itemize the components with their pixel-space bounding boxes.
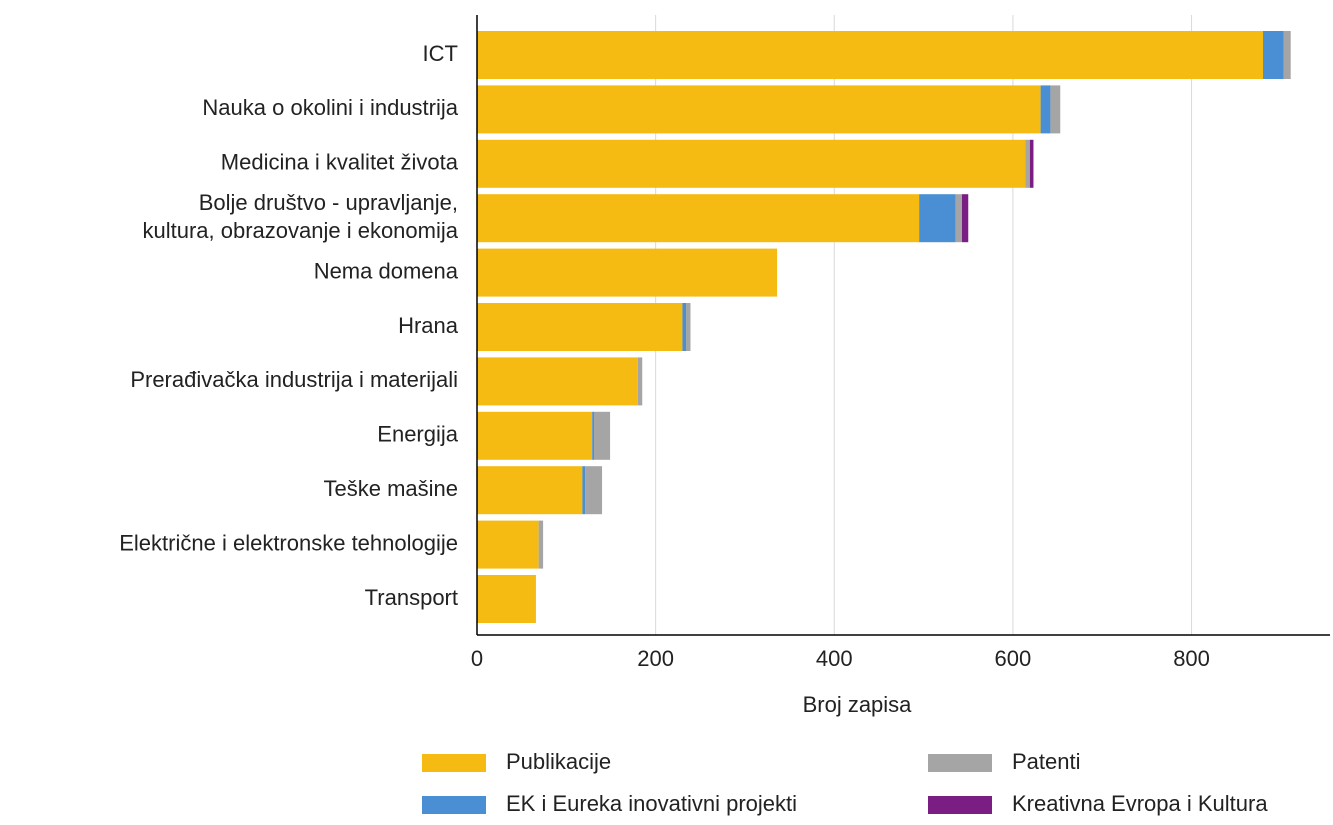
x-tick-label: 200 [637,646,674,671]
y-tick-label: Prerađivačka industrija i materijali [130,367,458,392]
bar-segment [1025,139,1030,188]
legend-swatch [928,796,992,814]
bar-segment [477,357,638,406]
bar-segment [582,466,586,515]
bar-segment [477,194,920,243]
y-tick-label: Hrana [398,313,459,338]
legend-label: Kreativna Evropa i Kultura [1012,791,1268,816]
x-axis-label: Broj zapisa [803,692,913,717]
bar-segment [477,248,778,297]
bar-segment [477,85,1041,134]
bar-segment [477,31,1264,79]
bar-segment [477,575,536,623]
bar-segment [962,194,969,243]
bar-segment [637,357,643,406]
bar-segment [592,411,595,460]
bar-segment [955,194,963,243]
y-tick-label: Energija [377,422,458,447]
bar-segment [585,466,603,515]
legend-label: EK i Eureka inovativni projekti [506,791,797,816]
bar-segment [477,411,593,460]
legend-swatch [422,754,486,772]
legend-swatch [422,796,486,814]
bar-segment [477,466,583,515]
y-tick-label: Medicina i kvalitet života [221,150,459,175]
x-tick-label: 0 [471,646,483,671]
y-tick-label: ICT [423,41,458,66]
y-tick-label: Nauka o okolini i industrija [202,95,458,120]
legend-label: Publikacije [506,749,611,774]
bar-segment [686,303,691,351]
bar-segment [1050,85,1061,134]
y-tick-label: Bolje društvo - upravljanje, kultura, obr… [142,190,458,243]
bar-segment [1040,85,1051,134]
x-tick-label: 400 [816,646,853,671]
bar-segment [594,411,611,460]
x-tick-label: 600 [995,646,1032,671]
y-tick-label: Teške mašine [323,476,458,501]
y-tick-label: Električne i elektronske tehnologije [119,530,458,555]
bar-segment [477,303,683,351]
bar-segment [1263,31,1284,79]
x-tick-label: 800 [1173,646,1210,671]
bar-segment [1283,31,1291,79]
bar-segment [1029,139,1034,188]
y-tick-label: Transport [365,585,458,610]
bar-segment [538,520,544,569]
bar-segment [477,520,539,569]
bar-segment [682,303,687,351]
bar-segment [477,139,1026,188]
legend-label: Patenti [1012,749,1081,774]
y-tick-label: Nema domena [314,258,459,283]
legend-swatch [928,754,992,772]
bar-segment [919,194,956,243]
